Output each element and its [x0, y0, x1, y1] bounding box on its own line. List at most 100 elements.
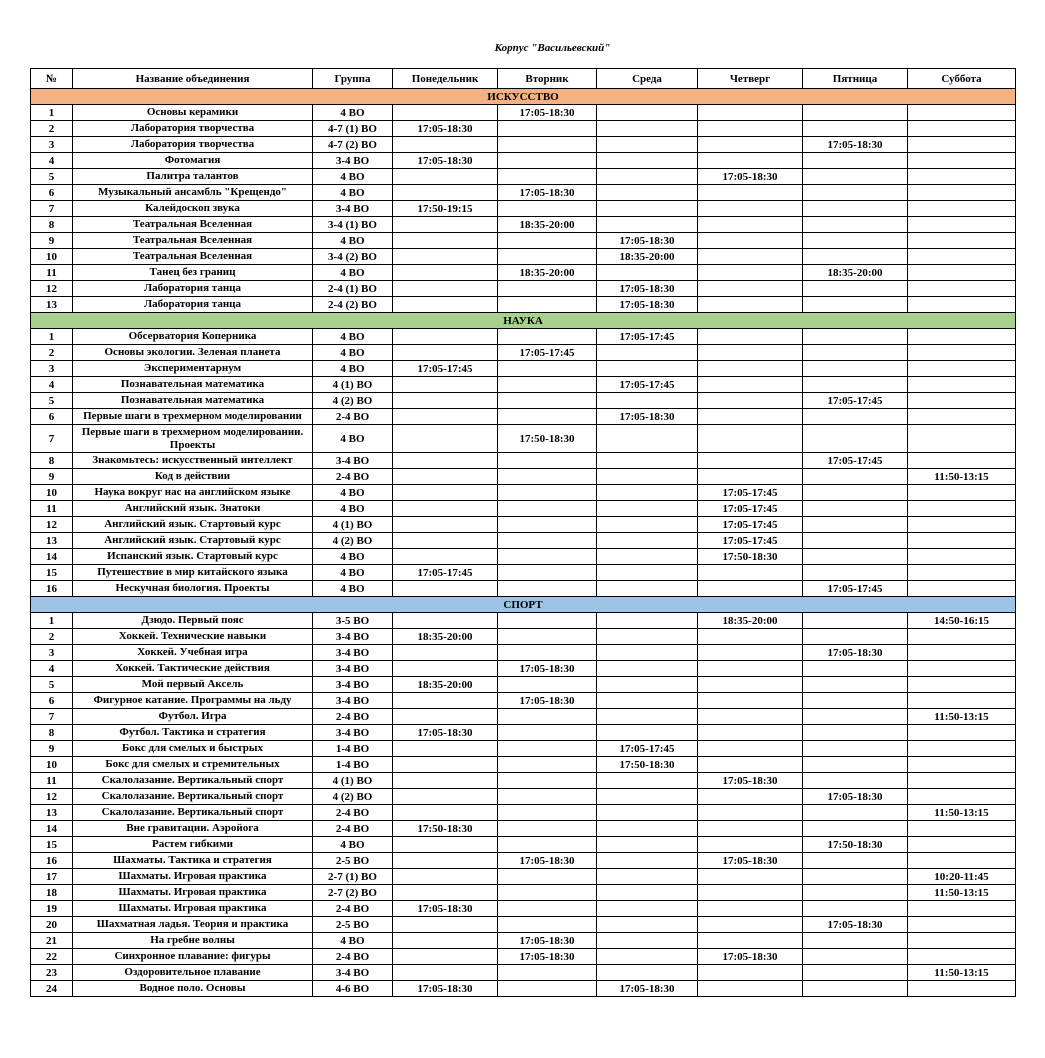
cell-group: 2-4 ВО — [312, 708, 393, 725]
cell-thursday — [697, 916, 803, 933]
cell-name: Театральная Вселенная — [72, 248, 313, 265]
cell-friday — [802, 120, 908, 137]
cell-number: 11 — [30, 500, 73, 517]
cell-saturday: 10:20-11:45 — [907, 868, 1016, 885]
cell-number: 13 — [30, 532, 73, 549]
cell-name: Нескучная биология. Проекты — [72, 580, 313, 597]
cell-thursday — [697, 628, 803, 645]
cell-group: 2-5 ВО — [312, 916, 393, 933]
table-row: 8 Знакомьтесь: искусственный интеллект 3-4… — [30, 452, 1016, 469]
cell-wednesday: 17:05-17:45 — [596, 376, 698, 393]
table-row: 3 Хоккей. Учебная игра 3-4 ВО 17:05-18:30 — [30, 644, 1016, 661]
cell-monday — [392, 376, 498, 393]
cell-wednesday — [596, 772, 698, 789]
cell-thursday — [697, 392, 803, 409]
cell-number: 1 — [30, 612, 73, 629]
cell-name: Английский язык. Стартовый курс — [72, 532, 313, 549]
cell-thursday — [697, 104, 803, 121]
cell-thursday — [697, 424, 803, 453]
cell-thursday: 17:05-18:30 — [697, 168, 803, 185]
cell-friday — [802, 484, 908, 501]
table-row: 4 Хоккей. Тактические действия 3-4 ВО 17:05… — [30, 660, 1016, 677]
cell-monday — [392, 804, 498, 821]
cell-wednesday: 17:05-18:30 — [596, 232, 698, 249]
cell-group: 2-4 ВО — [312, 820, 393, 837]
cell-name: Футбол. Тактика и стратегия — [72, 724, 313, 741]
cell-saturday — [907, 676, 1016, 693]
table-row: 21 На гребне волны 4 ВО 17:05-18:30 — [30, 932, 1016, 949]
cell-wednesday — [596, 852, 698, 869]
table-row: 23 Оздоровительное плавание 3-4 ВО 11:50-13… — [30, 964, 1016, 981]
cell-group: 3-4 (1) ВО — [312, 216, 393, 233]
cell-group: 2-4 ВО — [312, 948, 393, 965]
cell-monday — [392, 216, 498, 233]
cell-thursday — [697, 964, 803, 981]
cell-name: Лаборатория танца — [72, 296, 313, 313]
cell-name: Музыкальный ансамбль "Крещендо" — [72, 184, 313, 201]
cell-tuesday — [497, 772, 597, 789]
cell-group: 4-7 (1) ВО — [312, 120, 393, 137]
cell-tuesday — [497, 564, 597, 581]
cell-tuesday — [497, 788, 597, 805]
cell-group: 3-4 ВО — [312, 452, 393, 469]
cell-monday — [392, 548, 498, 565]
cell-group: 4 ВО — [312, 104, 393, 121]
cell-tuesday — [497, 392, 597, 409]
cell-friday: 17:05-18:30 — [802, 916, 908, 933]
cell-saturday — [907, 692, 1016, 709]
cell-friday — [802, 756, 908, 773]
cell-monday — [392, 500, 498, 517]
schedule-table: № Название объединения Группа Понедельник Вт… — [30, 68, 1016, 997]
cell-wednesday — [596, 392, 698, 409]
cell-name: Лаборатория творчества — [72, 120, 313, 137]
cell-wednesday — [596, 788, 698, 805]
table-row: 2 Основы экологии. Зеленая планета 4 ВО 17:… — [30, 344, 1016, 361]
cell-wednesday — [596, 836, 698, 853]
cell-saturday: 11:50-13:15 — [907, 468, 1016, 485]
cell-wednesday — [596, 484, 698, 501]
cell-saturday — [907, 580, 1016, 597]
cell-number: 8 — [30, 724, 73, 741]
cell-name: Танец без границ — [72, 264, 313, 281]
cell-number: 4 — [30, 152, 73, 169]
cell-tuesday — [497, 964, 597, 981]
cell-friday — [802, 852, 908, 869]
table-row: 9 Театральная Вселенная 4 ВО 17:05-18:30 — [30, 232, 1016, 249]
cell-group: 4 ВО — [312, 344, 393, 361]
cell-tuesday — [497, 724, 597, 741]
cell-thursday — [697, 152, 803, 169]
cell-friday — [802, 724, 908, 741]
cell-friday — [802, 516, 908, 533]
cell-number: 9 — [30, 232, 73, 249]
cell-tuesday — [497, 484, 597, 501]
table-row: 14 Испанский язык. Стартовый курс 4 ВО 17:5… — [30, 548, 1016, 565]
header-saturday: Суббота — [907, 68, 1016, 89]
cell-thursday — [697, 980, 803, 997]
table-row: 15 Путешествие в мир китайского языка 4 ВО… — [30, 564, 1016, 581]
cell-saturday — [907, 152, 1016, 169]
cell-number: 17 — [30, 868, 73, 885]
cell-thursday — [697, 932, 803, 949]
cell-name: Шахматы. Игровая практика — [72, 900, 313, 917]
cell-number: 14 — [30, 548, 73, 565]
cell-tuesday — [497, 248, 597, 265]
cell-wednesday — [596, 360, 698, 377]
cell-number: 22 — [30, 948, 73, 965]
cell-wednesday: 17:05-18:30 — [596, 980, 698, 997]
section-header-row: ИСКУССТВО — [30, 88, 1016, 105]
cell-friday: 17:05-17:45 — [802, 392, 908, 409]
cell-group: 2-7 (1) ВО — [312, 868, 393, 885]
cell-name: Футбол. Игра — [72, 708, 313, 725]
cell-thursday — [697, 788, 803, 805]
cell-friday — [802, 868, 908, 885]
cell-number: 12 — [30, 280, 73, 297]
cell-name: Основы экологии. Зеленая планета — [72, 344, 313, 361]
cell-saturday — [907, 280, 1016, 297]
cell-name: Наука вокруг нас на английском языке — [72, 484, 313, 501]
cell-thursday — [697, 660, 803, 677]
cell-monday — [392, 692, 498, 709]
cell-name: Основы керамики — [72, 104, 313, 121]
table-row: 1 Основы керамики 4 ВО 17:05-18:30 — [30, 104, 1016, 121]
cell-tuesday — [497, 836, 597, 853]
cell-number: 10 — [30, 248, 73, 265]
